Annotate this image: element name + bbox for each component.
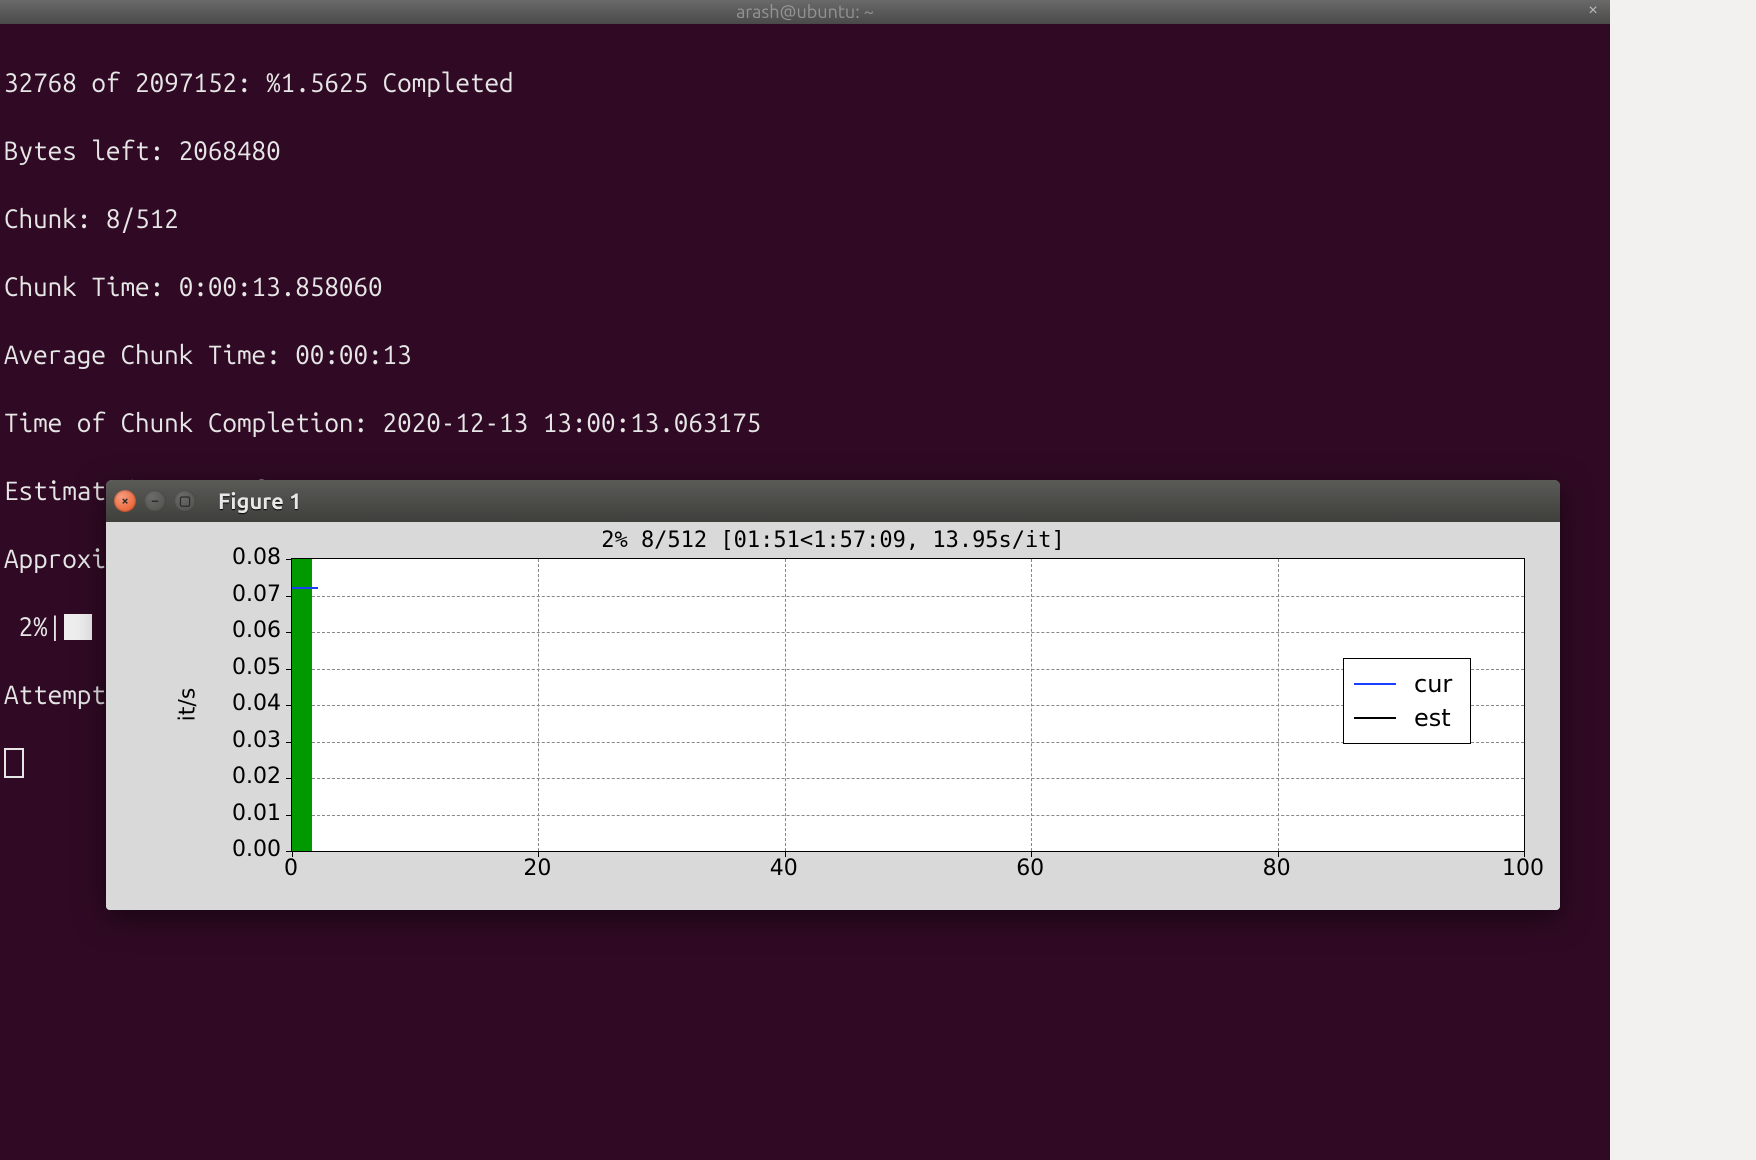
chart-title: 2% 8/512 [01:51<1:57:09, 13.95s/it] bbox=[106, 528, 1560, 553]
terminal-line: Time of Chunk Completion: 2020-12-13 13:… bbox=[4, 406, 1606, 440]
y-tick-label: 0.08 bbox=[221, 545, 281, 570]
legend: cur est bbox=[1343, 658, 1471, 744]
x-tick-label: 100 bbox=[1493, 856, 1553, 881]
gridline-vertical bbox=[538, 559, 539, 851]
gridline-horizontal bbox=[292, 596, 1524, 597]
figure-body: 2% 8/512 [01:51<1:57:09, 13.95s/it] it/s… bbox=[106, 522, 1560, 910]
y-tick-label: 0.02 bbox=[221, 764, 281, 789]
gridline-horizontal bbox=[292, 705, 1524, 706]
x-tick-label: 0 bbox=[261, 856, 321, 881]
terminal-line: Bytes left: 2068480 bbox=[4, 134, 1606, 168]
figure-title: Figure 1 bbox=[218, 489, 301, 514]
gridline-horizontal bbox=[292, 742, 1524, 743]
legend-swatch bbox=[1354, 717, 1396, 719]
gridline-vertical bbox=[1278, 559, 1279, 851]
gridline-vertical bbox=[785, 559, 786, 851]
minimize-icon[interactable]: – bbox=[144, 490, 166, 512]
y-tick-label: 0.01 bbox=[221, 801, 281, 826]
gridline-vertical bbox=[1031, 559, 1032, 851]
cur-line bbox=[292, 587, 318, 589]
close-icon[interactable]: × bbox=[1584, 2, 1602, 20]
legend-swatch bbox=[1354, 683, 1396, 685]
progress-bar-segment bbox=[292, 559, 312, 851]
figure-window[interactable]: × – ▢ Figure 1 2% 8/512 [01:51<1:57:09, … bbox=[106, 480, 1560, 910]
gridline-horizontal bbox=[292, 778, 1524, 779]
terminal-line: 32768 of 2097152: %1.5625 Completed bbox=[4, 66, 1606, 100]
legend-item: cur bbox=[1354, 667, 1452, 701]
y-tick-label: 0.05 bbox=[221, 655, 281, 680]
legend-item: est bbox=[1354, 701, 1452, 735]
terminal-line: Average Chunk Time: 00:00:13 bbox=[4, 338, 1606, 372]
gridline-horizontal bbox=[292, 632, 1524, 633]
gridline-horizontal bbox=[292, 669, 1524, 670]
legend-label: est bbox=[1414, 704, 1451, 732]
x-tick-label: 20 bbox=[507, 856, 567, 881]
desktop: arash@ubuntu: ~ × 32768 of 2097152: %1.5… bbox=[0, 0, 1756, 1160]
progress-bar-block bbox=[64, 614, 92, 640]
progress-percent: 2%| bbox=[4, 610, 62, 644]
y-tick-label: 0.04 bbox=[221, 691, 281, 716]
terminal-title: arash@ubuntu: ~ bbox=[736, 2, 874, 22]
close-icon[interactable]: × bbox=[114, 490, 136, 512]
figure-titlebar[interactable]: × – ▢ Figure 1 bbox=[106, 480, 1560, 522]
terminal-line: Chunk Time: 0:00:13.858060 bbox=[4, 270, 1606, 304]
desktop-side-area bbox=[1610, 0, 1756, 1160]
terminal-titlebar[interactable]: arash@ubuntu: ~ × bbox=[0, 0, 1610, 24]
y-axis-label: it/s bbox=[175, 688, 200, 722]
y-tick-label: 0.07 bbox=[221, 582, 281, 607]
y-tick-label: 0.03 bbox=[221, 728, 281, 753]
y-tick-label: 0.06 bbox=[221, 618, 281, 643]
gridline-horizontal bbox=[292, 815, 1524, 816]
maximize-icon[interactable]: ▢ bbox=[174, 490, 196, 512]
x-tick-label: 80 bbox=[1247, 856, 1307, 881]
x-tick-label: 40 bbox=[754, 856, 814, 881]
terminal-cursor bbox=[4, 748, 24, 778]
plot-area bbox=[291, 558, 1525, 852]
x-tick-label: 60 bbox=[1000, 856, 1060, 881]
terminal-line: Chunk: 8/512 bbox=[4, 202, 1606, 236]
legend-label: cur bbox=[1414, 670, 1452, 698]
